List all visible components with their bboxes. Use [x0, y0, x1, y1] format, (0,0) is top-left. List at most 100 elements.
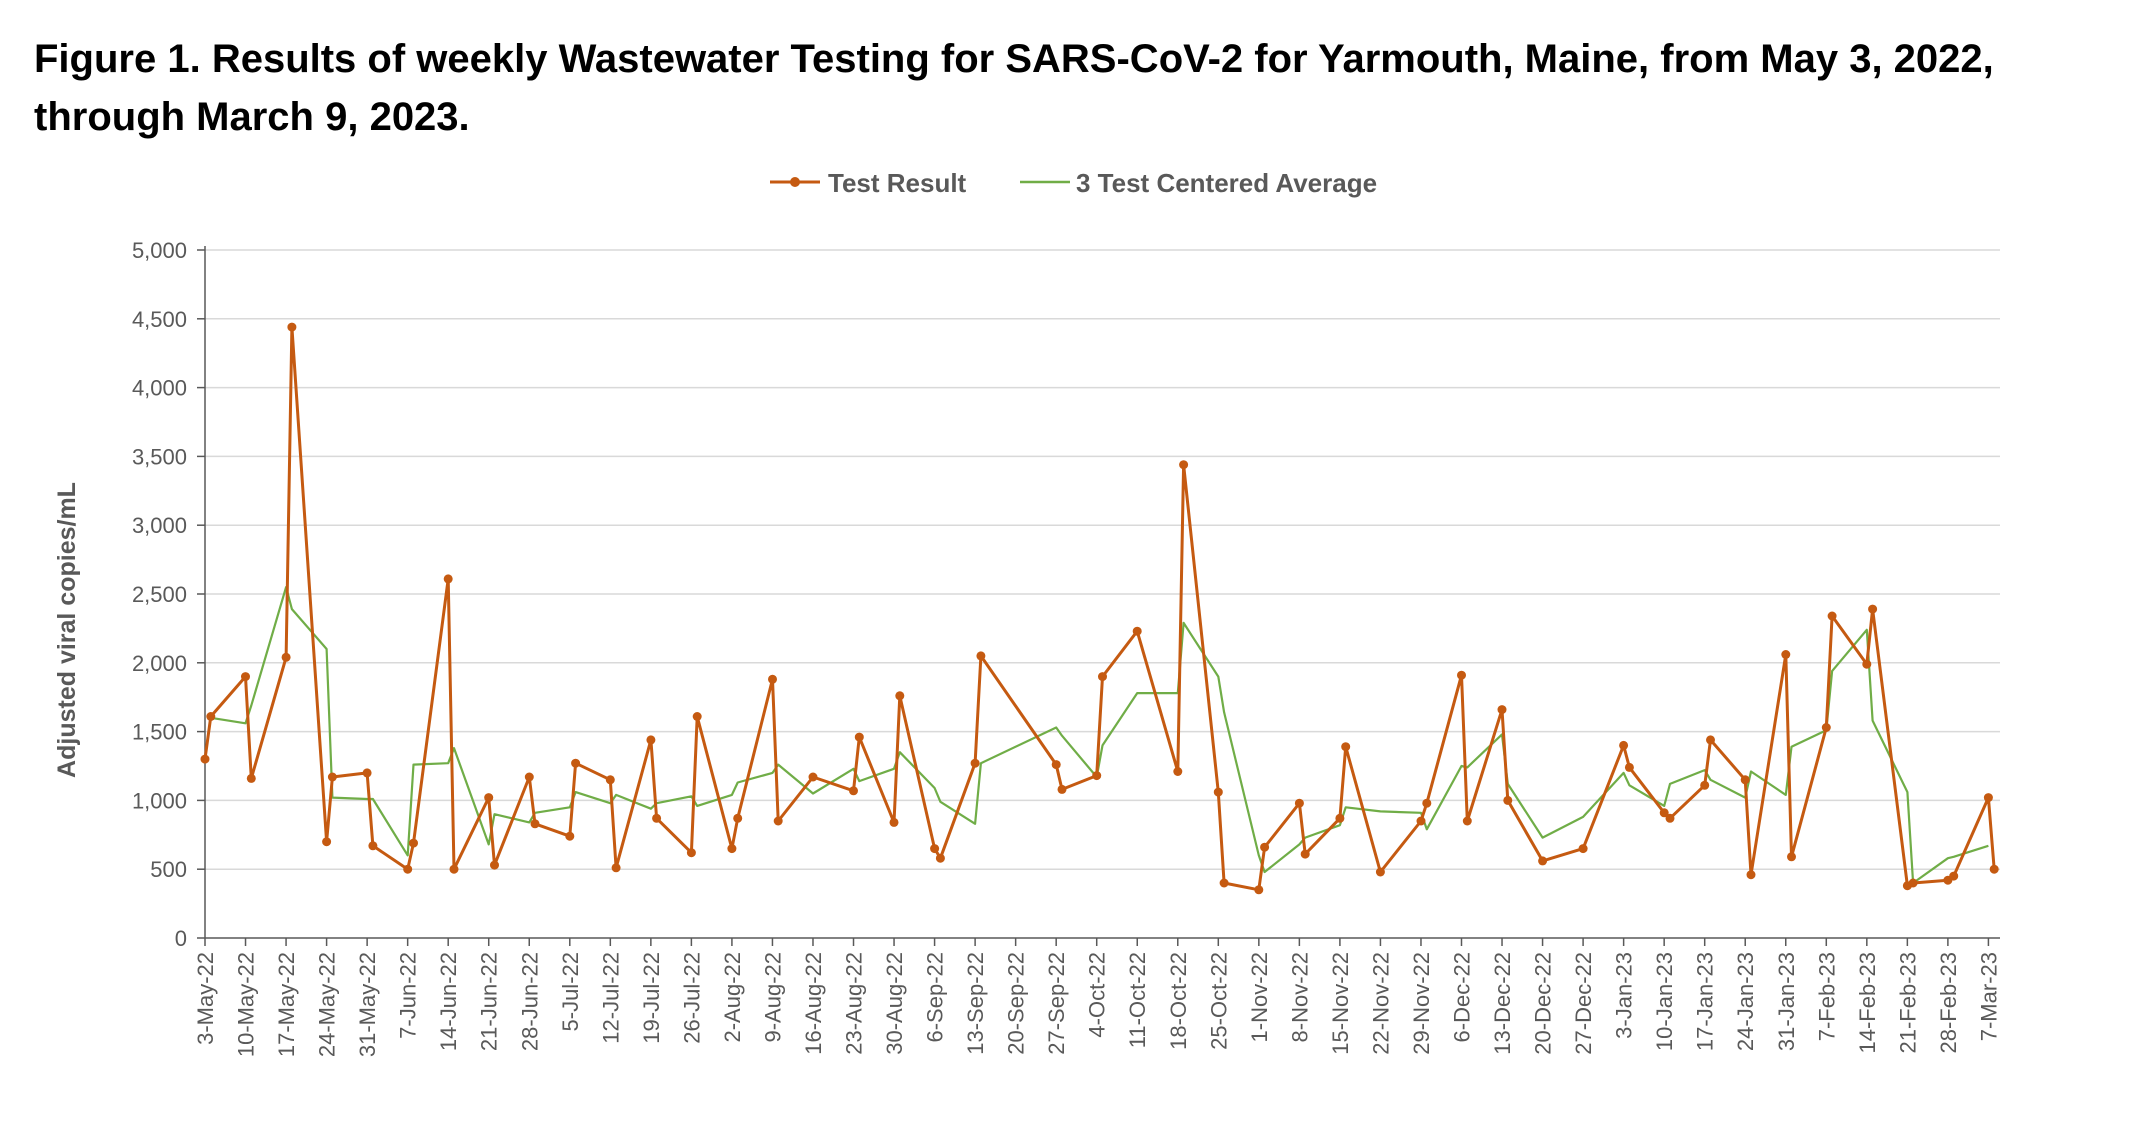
x-tick-label: 26-Jul-22 — [679, 952, 704, 1044]
legend-label-test-result: Test Result — [828, 168, 967, 198]
figure-title: Figure 1. Results of weekly Wastewater T… — [34, 37, 1994, 139]
data-point — [1260, 842, 1270, 852]
data-point — [287, 322, 297, 332]
x-tick-label: 28-Feb-23 — [1936, 952, 1961, 1054]
y-tick-label: 1,000 — [132, 788, 187, 813]
x-tick-label: 15-Nov-22 — [1328, 952, 1353, 1055]
x-tick-label: 28-Jun-22 — [517, 952, 542, 1051]
x-tick-label: 10-May-22 — [234, 952, 259, 1057]
x-tick-label: 7-Jun-22 — [396, 952, 421, 1039]
data-point — [443, 574, 453, 584]
data-point — [1294, 798, 1304, 808]
data-point — [1057, 784, 1067, 794]
x-tick-label: 27-Sep-22 — [1044, 952, 1069, 1055]
data-point — [1578, 844, 1588, 854]
data-point — [565, 831, 575, 841]
x-tick-label: 31-Jan-23 — [1774, 952, 1799, 1051]
data-point — [1462, 816, 1472, 826]
x-tick-label: 31-May-22 — [355, 952, 380, 1057]
x-tick-label: 21-Jun-22 — [477, 952, 502, 1051]
x-tick-label: 9-Aug-22 — [760, 952, 785, 1043]
x-tick-label: 13-Sep-22 — [963, 952, 988, 1055]
x-tick-label: 27-Dec-22 — [1571, 952, 1596, 1055]
data-point — [930, 844, 940, 854]
data-point — [530, 819, 540, 829]
legend-item-centered-average: 3 Test Centered Average — [1020, 168, 1377, 198]
x-tick-label: 24-May-22 — [315, 952, 340, 1057]
x-tick-label: 7-Feb-23 — [1814, 952, 1839, 1041]
y-tick-label: 3,500 — [132, 444, 187, 469]
data-point — [327, 772, 337, 782]
data-point — [889, 817, 899, 827]
data-point — [1098, 672, 1107, 682]
x-tick-label: 17-May-22 — [274, 952, 299, 1057]
x-tick-label: 5-Jul-22 — [558, 952, 583, 1031]
data-point — [1173, 767, 1183, 776]
x-tick-label: 12-Jul-22 — [598, 952, 623, 1044]
data-point — [895, 691, 905, 701]
y-tick-label: 2,500 — [132, 582, 187, 607]
data-point — [368, 841, 378, 851]
data-point — [611, 863, 621, 873]
y-tick-label: 4,000 — [132, 376, 187, 401]
x-tick-label: 14-Jun-22 — [436, 952, 461, 1051]
y-tick-label: 4,500 — [132, 307, 187, 332]
x-tick-label: 30-Aug-22 — [882, 952, 907, 1055]
data-point — [1827, 611, 1837, 621]
data-point — [1503, 795, 1513, 805]
x-tick-label: 2-Aug-22 — [720, 952, 745, 1043]
data-point — [1624, 762, 1634, 772]
y-tick-label: 2,000 — [132, 651, 187, 676]
data-point — [1700, 780, 1710, 790]
x-tick-label: 10-Jan-23 — [1652, 952, 1677, 1051]
y-tick-label: 5,000 — [132, 238, 187, 263]
series-test-result — [200, 322, 1999, 895]
data-point — [976, 651, 986, 661]
data-point — [1908, 878, 1918, 888]
x-tick-label: 7-Mar-23 — [1976, 952, 2001, 1041]
data-point — [935, 853, 945, 863]
data-point — [1619, 740, 1629, 750]
legend-item-test-result: Test Result — [770, 168, 967, 198]
data-point — [1132, 626, 1142, 636]
data-point — [1375, 867, 1385, 877]
data-point — [241, 672, 250, 682]
x-tick-label: 4-Oct-22 — [1085, 952, 1110, 1038]
data-point — [1868, 604, 1878, 614]
data-point — [490, 860, 499, 870]
data-point — [246, 773, 256, 783]
x-tick-label: 6-Dec-22 — [1450, 952, 1475, 1042]
data-point — [200, 754, 210, 764]
data-point — [652, 813, 662, 823]
x-tick-label: 18-Oct-22 — [1166, 952, 1191, 1050]
y-tick-label: 500 — [150, 857, 187, 882]
data-point — [1341, 742, 1351, 752]
data-point — [970, 758, 980, 768]
legend: Test Result 3 Test Centered Average — [770, 168, 1377, 198]
data-point — [768, 674, 777, 684]
x-tick-label: 3-May-22 — [193, 952, 218, 1045]
data-point — [686, 848, 696, 858]
x-tick-label: 23-Aug-22 — [842, 952, 867, 1055]
data-point — [1949, 871, 1959, 881]
x-tick-label: 8-Nov-22 — [1287, 952, 1312, 1042]
y-axis-label: Adjusted viral copies/mL — [53, 482, 81, 778]
data-point — [1092, 771, 1102, 781]
data-point — [854, 732, 864, 742]
legend-label-centered-average: 3 Test Centered Average — [1076, 168, 1377, 198]
x-tick-label: 19-Jul-22 — [639, 952, 664, 1044]
data-point — [1983, 793, 1993, 803]
x-tick-label: 20-Dec-22 — [1531, 952, 1556, 1055]
data-point — [1051, 760, 1061, 770]
y-tick-label: 3,000 — [132, 513, 187, 538]
data-point — [849, 786, 858, 796]
data-point — [1497, 705, 1507, 715]
data-point — [1213, 787, 1223, 797]
x-axis-ticks: 3-May-22 10-May-22 17-May-22 24-May-22 31-Ma… — [193, 938, 2001, 1057]
x-tick-label: 17-Jan-23 — [1693, 952, 1718, 1051]
x-tick-label: 24-Jan-23 — [1733, 952, 1758, 1051]
data-point — [773, 816, 783, 826]
data-point — [605, 775, 615, 785]
data-point — [1706, 735, 1715, 745]
